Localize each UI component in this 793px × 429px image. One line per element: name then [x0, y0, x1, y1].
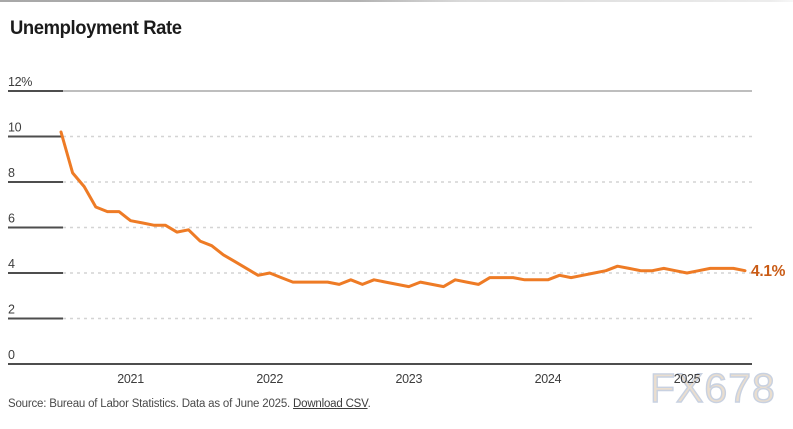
y-axis-tick-label: 4: [8, 257, 15, 271]
y-axis-tick-label: 12%: [8, 75, 32, 89]
y-axis-tick-label: 0: [8, 348, 15, 362]
source-note: Source: Bureau of Labor Statistics. Data…: [8, 398, 371, 410]
chart-title: Unemployment Rate: [10, 18, 182, 39]
y-axis-tick-label: 2: [8, 303, 15, 317]
source-text: Source: Bureau of Labor Statistics. Data…: [8, 398, 294, 410]
latest-value-label: 4.1%: [751, 263, 786, 280]
x-axis-tick-label: 2024: [535, 372, 562, 386]
x-axis-tick-label: 2021: [117, 372, 144, 386]
x-axis-tick-label: 2022: [256, 372, 283, 386]
x-axis-tick-label: 2023: [395, 372, 422, 386]
y-axis-tick-label: 10: [8, 121, 22, 135]
fx678-watermark: FX678: [649, 365, 776, 411]
y-axis-tick-label: 8: [8, 166, 15, 180]
top-divider: [0, 0, 793, 2]
unemployment-rate-line: [59, 130, 747, 289]
x-axis-tick-label: 2025: [674, 372, 701, 386]
y-axis-tick-label: 6: [8, 212, 15, 226]
download-csv-link[interactable]: Download CSV: [293, 398, 368, 410]
source-period: .: [367, 398, 371, 410]
